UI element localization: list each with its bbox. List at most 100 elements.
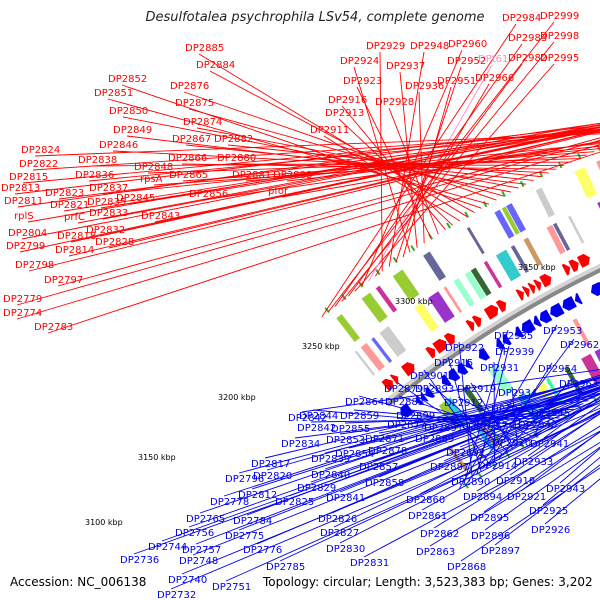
forward-gene-arrow (568, 259, 579, 273)
gene-label: DP2874 (183, 117, 222, 128)
forward-gene-arrow (576, 253, 590, 268)
cog-category-block (572, 318, 591, 347)
gene-label: DP2740 (168, 575, 207, 586)
gene-label: DP2779 (3, 294, 42, 305)
gene-label: DP2839 (311, 454, 350, 465)
forward-gene-arrow (533, 279, 542, 291)
gene-leader-line (559, 447, 600, 484)
gene-leader-line (161, 384, 600, 542)
cog-category-block (379, 326, 407, 357)
gene-label: DP2948 (410, 41, 449, 52)
gene-leader-line (483, 431, 600, 513)
gene-leader-line (494, 464, 600, 546)
gene-label: DP2867 (172, 134, 211, 145)
gene-label: DP2936 (405, 81, 444, 92)
gene-leader-line (223, 374, 600, 497)
gene-leader-line (399, 71, 418, 248)
gene-label: DP2778 (210, 497, 249, 508)
gene-label: DP2798 (15, 260, 54, 271)
gene-leader-line (188, 108, 504, 197)
cog-category-block (453, 278, 475, 307)
gene-label: DP2912 (444, 398, 483, 409)
reverse-gene-arrow (400, 403, 414, 418)
gene-label: DP2843 (141, 211, 180, 222)
gene-leader-line (77, 124, 600, 224)
gene-label: DP2855 (331, 424, 370, 435)
accession-text: Accession: NC_006138 (10, 575, 147, 589)
forward-gene-arrow (495, 299, 507, 313)
reverse-gene-arrow (441, 374, 452, 387)
gene-label: DP2812 (238, 490, 277, 501)
gene-label: DP2934 (498, 388, 537, 399)
gene-leader-line (251, 377, 600, 490)
gene-label: DP2814 (55, 245, 94, 256)
reverse-gene-arrow (457, 362, 469, 375)
gene-label: DP2894 (463, 492, 502, 503)
reverse-gene-arrow (550, 302, 565, 318)
cog-category-block (506, 203, 526, 233)
gene-label: DP2893 (415, 384, 454, 395)
cog-category-block (354, 350, 375, 376)
gene-label: DP2952 (447, 56, 486, 67)
gene-leader-line (238, 376, 600, 474)
gene-label: DP2882 (214, 134, 253, 145)
gene-leader-line (347, 63, 523, 297)
reverse-gene-arrow (574, 292, 583, 305)
cog-category-block (423, 251, 446, 281)
gene-leader-line (321, 23, 517, 318)
gene-label: DP2941 (530, 439, 569, 450)
gene-label: DP2849 (113, 125, 152, 136)
cog-category-block (568, 215, 585, 244)
gene-leader-line (188, 381, 600, 528)
cog-category-block (564, 366, 583, 395)
gene-label: DP2804 (8, 228, 47, 239)
gene-label: DP2960 (448, 39, 487, 50)
gene-leader-line (520, 431, 600, 492)
gene-label: DP2842 (297, 423, 336, 434)
gene-label: DP2868 (447, 562, 486, 573)
gene-leader-line (375, 83, 490, 277)
gene-label: DP2884 (196, 60, 235, 71)
gene-label: DP2914 (478, 461, 517, 472)
gc-tick (464, 211, 470, 218)
forward-gene-arrow (483, 304, 499, 320)
cog-category-block (462, 434, 483, 460)
gene-label: DP2862 (420, 529, 459, 540)
kbp-tick-label: 3200 kbp (218, 393, 256, 402)
gene-leader-line (476, 413, 600, 492)
gene-label: DP2953 (543, 326, 582, 337)
gene-label: DP2951 (437, 76, 476, 87)
gene-leader-line (331, 392, 600, 514)
reverse-gene-arrow (502, 333, 512, 346)
gene-leader-line (16, 139, 600, 306)
gc-tick (592, 396, 598, 403)
cog-category-block (428, 291, 455, 323)
gene-label: DP2895 (470, 513, 509, 524)
gene-label: DP2878 (368, 446, 407, 457)
gene-label: DP2797 (44, 275, 83, 286)
gene-label: DP2962 (560, 340, 599, 351)
gene-label: DP2885 (185, 43, 224, 54)
forward-gene-arrow (539, 273, 552, 288)
gene-leader-line (27, 122, 600, 223)
cog-category-block (483, 260, 503, 289)
gene-leader-line (310, 381, 600, 483)
gene-leader-line (301, 369, 600, 413)
gene-label: DP2850 (109, 106, 148, 117)
gene-label: DP2918 (496, 476, 535, 487)
gene-label: DP2857 (359, 462, 398, 473)
gene-leader-line (195, 388, 600, 545)
forward-gene-arrow (401, 362, 415, 377)
gene-label: DP2924 (340, 56, 379, 67)
gene-leader-line (509, 413, 600, 476)
cog-category-block (510, 245, 530, 273)
reverse-gene-arrow (425, 386, 436, 398)
forward-gene-arrow (389, 374, 399, 385)
gene-leader-line (460, 467, 600, 562)
gene-label: DPt61 (478, 54, 508, 65)
gene-leader-line (209, 70, 475, 213)
gene-leader-line (183, 91, 497, 201)
gene-label: DP2887 (430, 462, 469, 473)
